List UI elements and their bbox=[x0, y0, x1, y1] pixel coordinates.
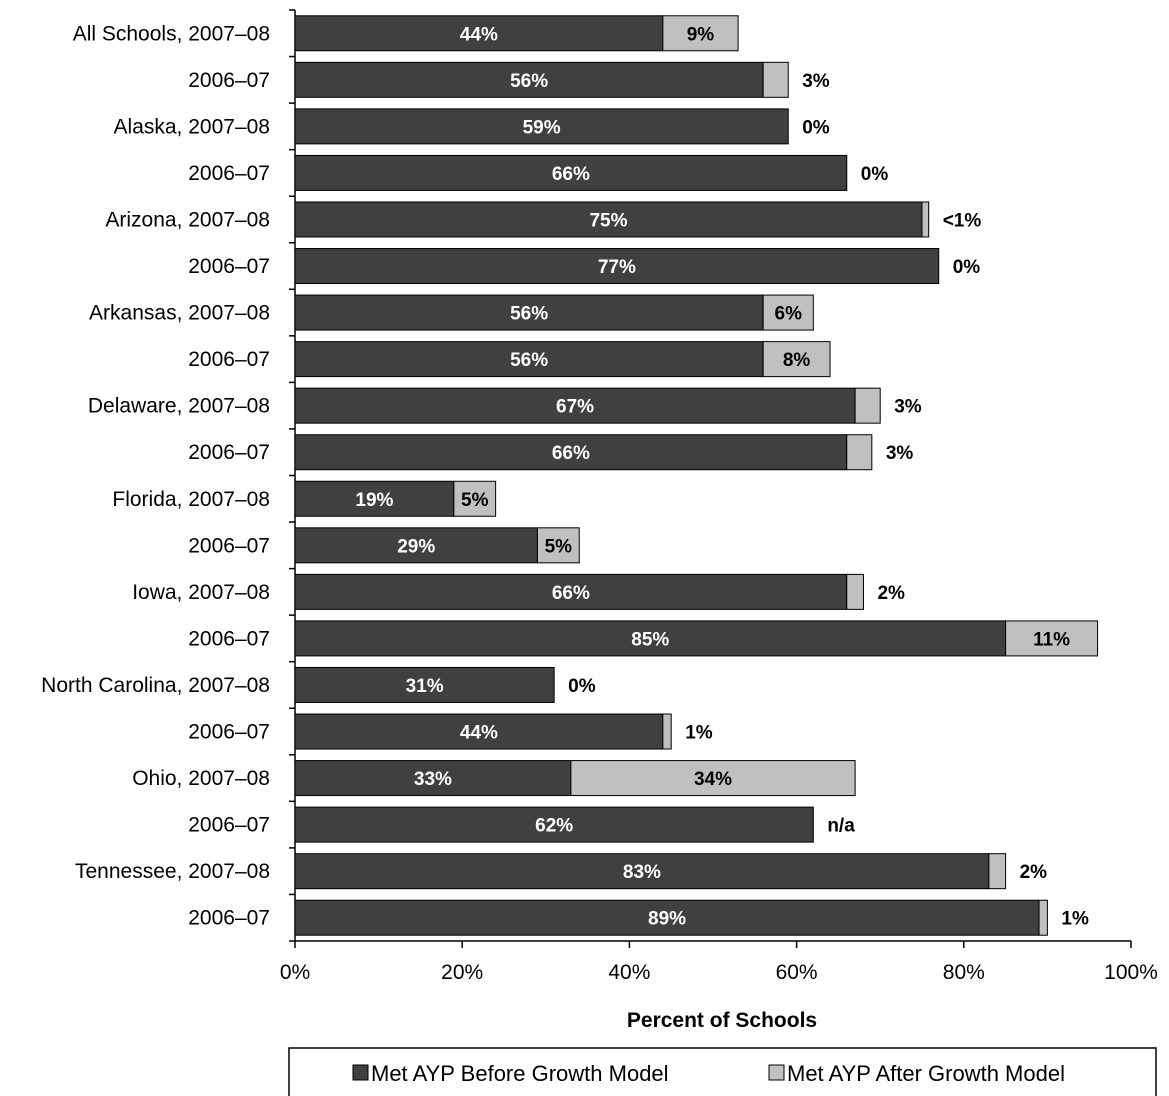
data-label-after: 2% bbox=[877, 583, 905, 604]
category-label: 2006–07 bbox=[188, 814, 270, 837]
category-label: 2006–07 bbox=[188, 534, 270, 557]
data-label-before: 59% bbox=[523, 117, 561, 138]
category-label: 2006–07 bbox=[188, 627, 270, 650]
data-label-after: 0% bbox=[568, 676, 596, 697]
data-label-after: 34% bbox=[694, 769, 732, 790]
legend-swatch-after bbox=[769, 1065, 784, 1080]
legend: Met AYP Before Growth Model Met AYP Afte… bbox=[289, 1048, 1156, 1096]
category-label: Alaska, 2007–08 bbox=[114, 115, 270, 138]
data-label-before: 33% bbox=[414, 769, 452, 790]
x-tick-label: 100% bbox=[1104, 961, 1158, 984]
data-label-before: 83% bbox=[623, 862, 661, 883]
bar-after-growth-model bbox=[1039, 900, 1047, 935]
legend-swatch-before bbox=[353, 1065, 368, 1080]
data-label-after: 8% bbox=[783, 350, 811, 371]
x-tick-label: 40% bbox=[608, 961, 650, 984]
bar-after-growth-model bbox=[922, 202, 929, 237]
bar-after-growth-model bbox=[989, 854, 1006, 889]
data-label-after: 3% bbox=[802, 71, 830, 92]
category-label: North Carolina, 2007–08 bbox=[41, 674, 270, 697]
bar-after-growth-model bbox=[847, 435, 872, 470]
data-label-before: 56% bbox=[510, 71, 548, 92]
bar-after-growth-model bbox=[763, 62, 788, 97]
x-axis-label: Percent of Schools bbox=[627, 1009, 817, 1032]
legend-label-after: Met AYP After Growth Model bbox=[787, 1061, 1065, 1086]
category-label: 2006–07 bbox=[188, 255, 270, 278]
category-label: 2006–07 bbox=[188, 441, 270, 464]
category-label: Arizona, 2007–08 bbox=[105, 208, 270, 231]
data-label-after: 5% bbox=[545, 536, 573, 557]
category-label: Arkansas, 2007–08 bbox=[89, 302, 270, 325]
category-label: Tennessee, 2007–08 bbox=[75, 860, 270, 883]
bar-after-growth-model bbox=[847, 574, 864, 609]
category-label: Delaware, 2007–08 bbox=[88, 395, 270, 418]
category-label: 2006–07 bbox=[188, 907, 270, 930]
data-label-before: 66% bbox=[552, 164, 590, 185]
data-label-before: 29% bbox=[397, 536, 435, 557]
x-tick-label: 80% bbox=[943, 961, 985, 984]
x-tick-label: 20% bbox=[441, 961, 483, 984]
data-label-before: 85% bbox=[631, 629, 669, 650]
bar-after-growth-model bbox=[663, 714, 671, 749]
category-label: Iowa, 2007–08 bbox=[132, 581, 270, 604]
data-label-before: 62% bbox=[535, 816, 573, 837]
category-label: Florida, 2007–08 bbox=[112, 488, 270, 511]
legend-label-before: Met AYP Before Growth Model bbox=[371, 1061, 669, 1086]
data-label-before: 66% bbox=[552, 443, 590, 464]
data-label-after: 11% bbox=[1033, 629, 1070, 650]
data-label-after: 9% bbox=[687, 24, 715, 45]
data-label-after: <1% bbox=[943, 210, 982, 231]
x-tick-label: 0% bbox=[280, 961, 310, 984]
plot-area: All Schools, 2007–08 44% 9% 2006–07 56% 3% Ala… bbox=[41, 10, 1097, 941]
data-label-before: 75% bbox=[589, 210, 627, 231]
data-label-before: 89% bbox=[648, 909, 686, 930]
data-label-after: 1% bbox=[1061, 909, 1089, 930]
category-label: 2006–07 bbox=[188, 721, 270, 744]
data-label-before: 67% bbox=[556, 397, 594, 418]
data-label-after: 5% bbox=[461, 490, 489, 511]
bar-after-growth-model bbox=[855, 388, 880, 423]
data-label-before: 77% bbox=[598, 257, 636, 278]
data-label-after: 3% bbox=[894, 397, 922, 418]
x-tick-label: 60% bbox=[776, 961, 818, 984]
data-label-after: 0% bbox=[802, 117, 830, 138]
data-label-after: n/a bbox=[827, 816, 855, 837]
data-label-before: 44% bbox=[460, 24, 498, 45]
data-label-after: 0% bbox=[953, 257, 981, 278]
x-axis: 0% 20% 40% 60% 80% 100% bbox=[280, 941, 1158, 984]
data-label-after: 3% bbox=[886, 443, 914, 464]
data-label-after: 1% bbox=[685, 723, 713, 744]
data-label-before: 66% bbox=[552, 583, 590, 604]
category-label: 2006–07 bbox=[188, 162, 270, 185]
data-label-before: 19% bbox=[355, 490, 393, 511]
data-label-before: 56% bbox=[510, 350, 548, 371]
category-label: All Schools, 2007–08 bbox=[73, 22, 270, 45]
data-label-before: 56% bbox=[510, 304, 548, 325]
data-label-after: 2% bbox=[1020, 862, 1048, 883]
category-label: Ohio, 2007–08 bbox=[132, 767, 270, 790]
category-label: 2006–07 bbox=[188, 69, 270, 92]
data-label-before: 44% bbox=[460, 723, 498, 744]
data-label-after: 0% bbox=[861, 164, 889, 185]
data-label-before: 31% bbox=[406, 676, 444, 697]
data-label-after: 6% bbox=[775, 304, 803, 325]
category-label: 2006–07 bbox=[188, 348, 270, 371]
